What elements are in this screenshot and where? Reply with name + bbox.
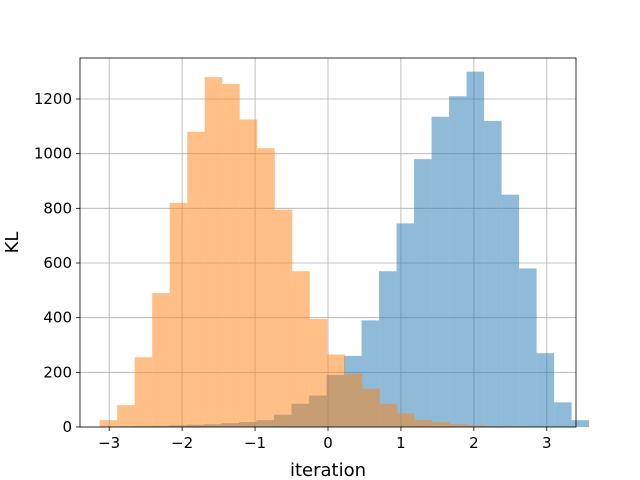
- histogram-bar-series-2: [274, 209, 293, 427]
- histogram-bar-series-1: [449, 96, 467, 428]
- histogram-bar-series-2: [169, 202, 188, 427]
- x-tick-label: 2: [469, 434, 479, 452]
- histogram-bar-series-1: [379, 271, 397, 427]
- histogram-bar-series-2: [344, 373, 363, 427]
- x-tick-label: 1: [396, 434, 406, 452]
- y-tick-label: 1000: [34, 145, 72, 163]
- histogram-bar-series-2: [239, 119, 258, 427]
- y-tick-label: 0: [62, 418, 72, 436]
- histogram-bar-series-2: [449, 424, 468, 427]
- y-tick-label: 400: [43, 309, 72, 327]
- histogram-bar-series-2: [432, 422, 450, 427]
- histogram-bar-series-2: [362, 388, 380, 427]
- x-axis-label: iteration: [290, 460, 366, 480]
- histogram-bar-series-1: [536, 353, 555, 427]
- y-tick-label: 800: [43, 199, 72, 217]
- x-tick-label: −3: [98, 434, 120, 452]
- y-tick-label: 600: [43, 254, 72, 272]
- histogram-bar-series-2: [292, 271, 310, 427]
- histogram-bar-series-1: [501, 194, 520, 427]
- x-tick-label: 0: [323, 434, 333, 452]
- y-tick-label: 1200: [34, 90, 72, 108]
- histogram-bar-series-2: [117, 405, 135, 427]
- histogram-bar-series-2: [134, 357, 153, 427]
- histogram-bar-series-2: [204, 77, 223, 427]
- histogram-bar-series-2: [379, 403, 398, 427]
- histogram-bar-series-1: [571, 420, 590, 427]
- histogram-bar-series-1: [466, 71, 485, 428]
- x-tick-label: 3: [542, 434, 552, 452]
- axis-ticks: −3 −2 −1 0 1 2 3 0 200 400 600 800 1000 1200: [34, 90, 552, 452]
- histogram-bar-series-2: [484, 426, 503, 427]
- histogram-bar-series-2: [257, 148, 275, 427]
- histogram-bar-series-2: [99, 420, 118, 427]
- histogram-bar-series-2: [152, 293, 170, 427]
- histogram-bar-series-2: [222, 83, 240, 427]
- histogram-bar-series-1: [519, 268, 537, 427]
- x-tick-label: −1: [244, 434, 266, 452]
- histogram-bar-series-1: [554, 402, 572, 427]
- histogram-bar-series-2: [187, 131, 205, 428]
- histogram-bar-series-1: [396, 223, 415, 427]
- histogram-bar-series-2: [467, 425, 485, 427]
- histogram-bars: [99, 71, 590, 428]
- x-tick-label: −2: [171, 434, 193, 452]
- histogram-bar-series-1: [484, 120, 502, 427]
- y-tick-label: 200: [43, 363, 72, 381]
- histogram-bar-series-2: [397, 413, 415, 427]
- histogram-bar-series-2: [414, 420, 433, 427]
- histogram-bar-series-2: [309, 319, 328, 427]
- histogram-bar-series-1: [431, 116, 450, 428]
- histogram-bar-series-2: [327, 354, 345, 427]
- y-axis-label: KL: [2, 232, 23, 254]
- histogram-bar-series-1: [414, 159, 432, 427]
